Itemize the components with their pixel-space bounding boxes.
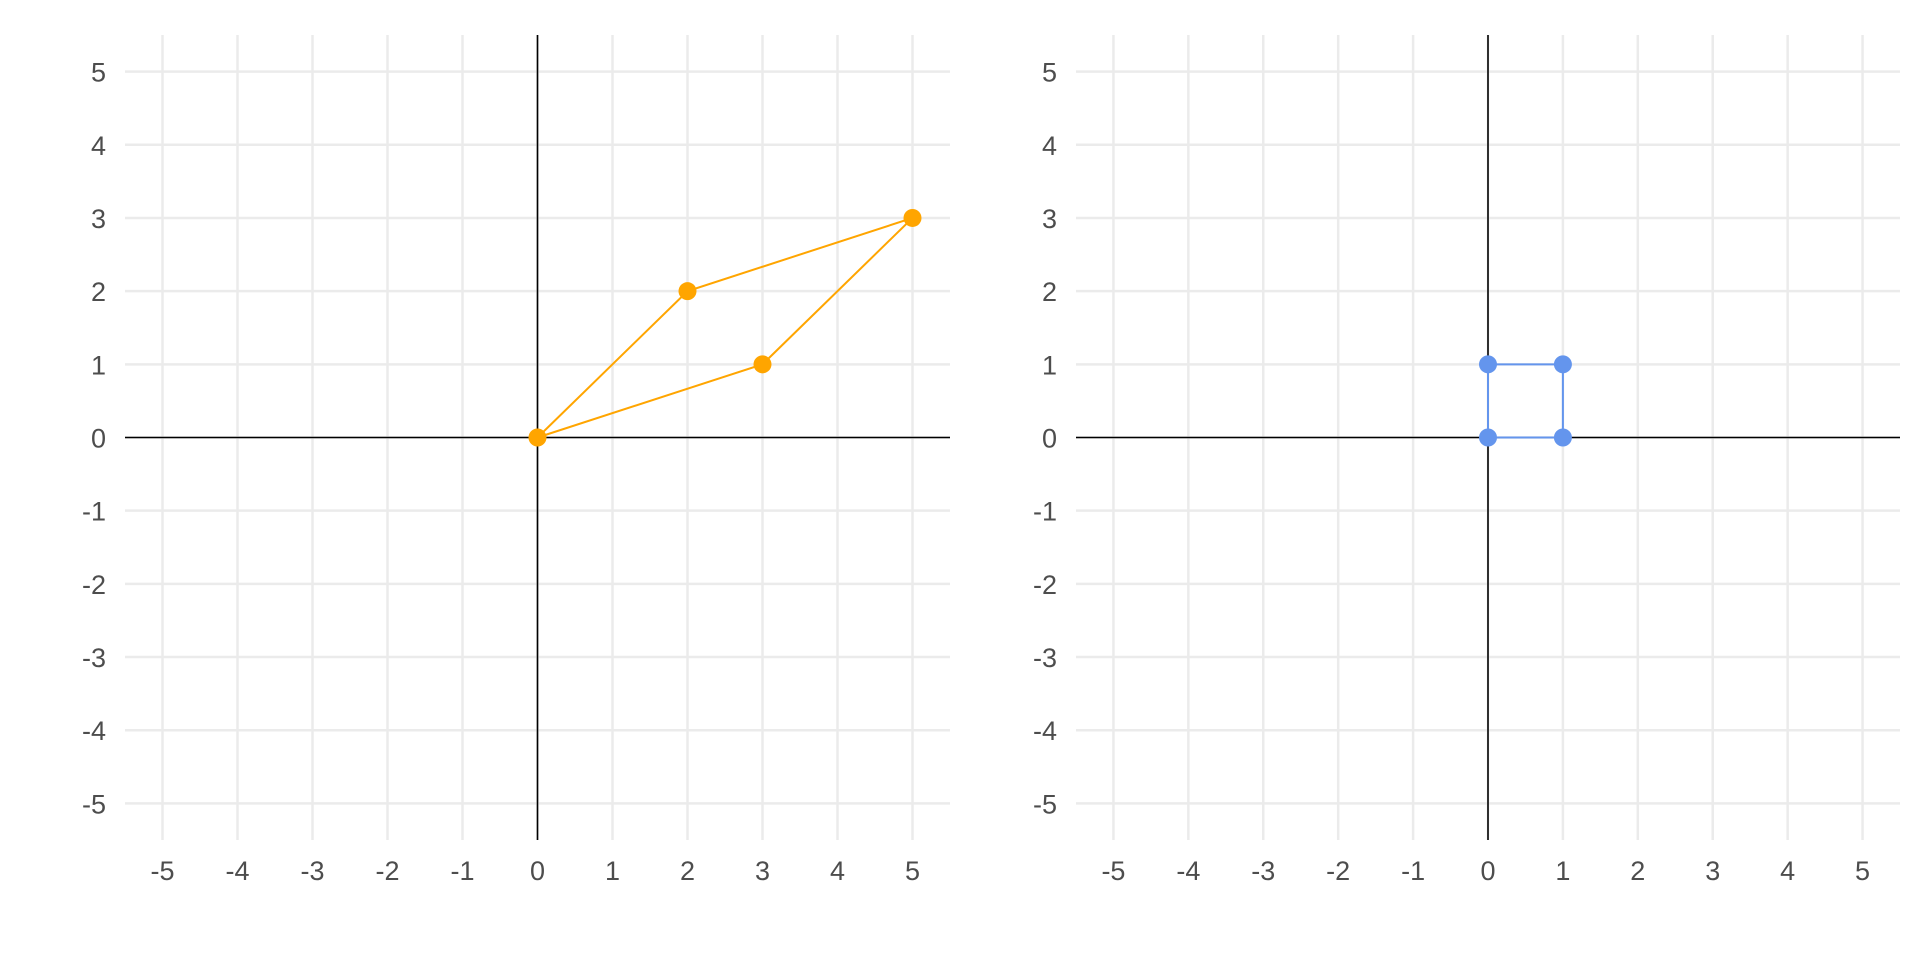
y-tick-label: 1 [91,350,106,380]
y-tick-label: 2 [91,277,106,307]
data-point [528,428,547,447]
x-tick-label: 5 [905,856,920,886]
shape-outline-line [536,217,914,439]
y-tick-label: -1 [82,497,106,527]
x-tick-label: -4 [225,856,249,886]
x-tick-label: 2 [1630,856,1645,886]
x-tick-label: 2 [680,856,695,886]
y-tick-label: -1 [1033,497,1057,527]
x-tick-label: -4 [1176,856,1200,886]
y-tick-label: 4 [91,131,106,161]
y-tick-label: -5 [1033,789,1057,819]
right-chart-panel: -5 -4 -3 -2 -1 0 1 2 3 4 5 -5 -4 -3 -2 -1 0 1 2 3 4 5 [1033,35,1900,886]
y-tick-label: 4 [1042,131,1057,161]
data-point [903,208,922,227]
y-tick-label: 5 [91,58,106,88]
y-tick-label: 0 [1042,424,1057,454]
y-tick-label: -4 [82,716,106,746]
x-tick-label: 1 [605,856,620,886]
x-tick-label: 5 [1855,856,1870,886]
x-tick-label: -1 [1401,856,1425,886]
x-tick-label: -2 [1326,856,1350,886]
data-point [753,355,772,374]
x-tick-label: -5 [1101,856,1125,886]
x-tick-label: 0 [530,856,545,886]
data-point [1553,428,1572,447]
y-tick-label: 1 [1042,350,1057,380]
x-tick-label: -2 [375,856,399,886]
x-tick-label: 0 [1480,856,1495,886]
x-tick-label: 4 [1780,856,1795,886]
data-point [1479,428,1497,447]
x-tick-label: 1 [1555,856,1570,886]
x-tick-label: -5 [150,856,174,886]
data-point [1479,355,1497,374]
shape-outline-line [1487,363,1564,439]
y-tick-label: 5 [1042,58,1057,88]
x-tick-label: -1 [450,856,474,886]
y-tick-label: -4 [1033,716,1057,746]
y-tick-label: -3 [1033,643,1057,673]
data-point [678,282,697,301]
left-chart-panel: -5 -4 -3 -2 -1 0 1 2 3 4 5 -5 -4 -3 -2 -1 0 1 2 3 4 5 [82,35,950,886]
x-tick-label: 4 [830,856,845,886]
y-tick-label: -2 [1033,570,1057,600]
x-tick-label: 3 [1705,856,1720,886]
x-tick-label: 3 [755,856,770,886]
x-tick-label: -3 [300,856,324,886]
y-tick-label: -2 [82,570,106,600]
y-tick-label: 0 [91,424,106,454]
y-tick-label: 2 [1042,277,1057,307]
y-tick-label: 3 [91,204,106,234]
y-tick-label: -3 [82,643,106,673]
y-tick-label: -5 [82,789,106,819]
x-tick-label: -3 [1251,856,1275,886]
data-point [1553,355,1572,374]
y-tick-label: 3 [1042,204,1057,234]
